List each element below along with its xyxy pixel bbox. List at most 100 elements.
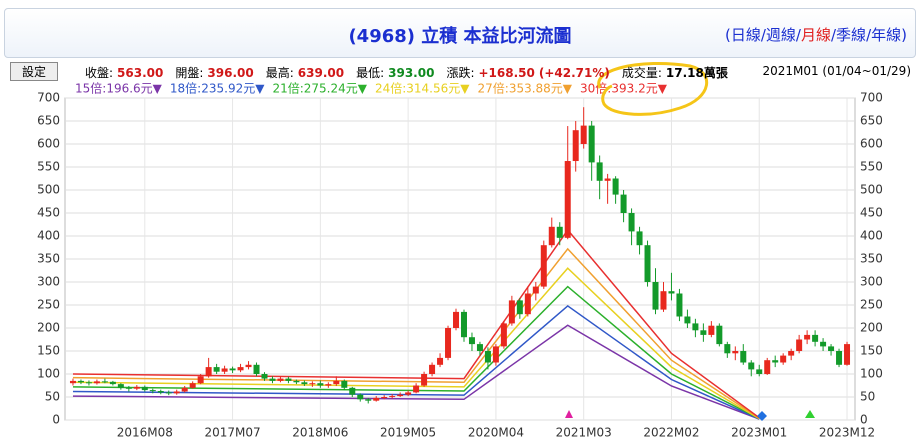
- candle-body: [628, 213, 635, 232]
- candle-body: [437, 357, 444, 365]
- candle-body: [468, 337, 475, 345]
- candle-body: [453, 311, 460, 328]
- legend-entry: 30倍:393.2元▼: [580, 81, 668, 96]
- candle-body: [572, 130, 579, 162]
- period-links: (日線/週線/月線/季線/年線): [725, 24, 907, 45]
- candle-body: [796, 339, 803, 351]
- candle-body: [540, 245, 547, 287]
- y-tick-label: 200: [37, 321, 60, 335]
- candle-body: [261, 374, 268, 379]
- candle-body: [756, 369, 763, 374]
- y-tick-label: 250: [37, 298, 60, 312]
- candle-body: [133, 386, 140, 389]
- candle-body: [189, 383, 196, 388]
- x-tick-label: 2018M06: [292, 426, 348, 440]
- separator: /: [795, 26, 801, 44]
- candle-body: [476, 344, 483, 351]
- candle-body: [101, 381, 108, 383]
- period-link[interactable]: 週線: [765, 26, 796, 44]
- settings-button[interactable]: 設定: [10, 62, 58, 81]
- y-tick-label: 550: [37, 160, 60, 174]
- candle-body: [524, 293, 531, 315]
- candle-body: [780, 355, 787, 363]
- candle-body: [708, 325, 715, 335]
- candle-body: [588, 125, 595, 163]
- candle-body: [445, 328, 452, 358]
- candle-body: [660, 291, 667, 310]
- marker: [757, 411, 767, 421]
- river-line: [72, 247, 760, 419]
- x-tick-label: 2021M03: [556, 426, 612, 440]
- stat-label: 成交量:: [621, 66, 662, 80]
- stat-label: 最低:: [356, 66, 385, 80]
- legend-entry: 27倍:353.88元▼: [478, 81, 573, 96]
- candle-body: [596, 162, 603, 181]
- stat-value: 393.00: [388, 66, 435, 80]
- candle-body: [460, 311, 467, 338]
- candle-body: [293, 380, 300, 383]
- legend-entry: 15倍:196.6元▼: [75, 81, 163, 96]
- y2-tick-label: 500: [860, 183, 883, 197]
- y2-tick-label: 300: [860, 275, 883, 289]
- candle-body: [205, 367, 212, 377]
- candle-body: [828, 346, 835, 351]
- stats: 收盤: 563.00 開盤: 396.00 最高: 639.00 最低: 393.00 漲跌: +…: [73, 64, 728, 81]
- period-link[interactable]: 季線: [836, 26, 867, 44]
- y-tick-label: 0: [52, 413, 60, 427]
- river-line: [72, 267, 760, 420]
- separator: /: [866, 26, 872, 44]
- candle-body: [77, 380, 84, 383]
- candle-body: [157, 391, 164, 393]
- separator: /: [760, 26, 766, 44]
- y2-tick-label: 350: [860, 252, 883, 266]
- candle-body: [365, 399, 372, 401]
- candle-body: [484, 351, 491, 363]
- candle-body: [812, 334, 819, 342]
- candle-body: [564, 161, 571, 238]
- candle-body: [532, 286, 539, 294]
- stat-value: 396.00: [207, 66, 254, 80]
- candle-body: [516, 300, 523, 315]
- period-link[interactable]: 日線: [730, 26, 761, 44]
- candle-body: [237, 367, 244, 371]
- period-link[interactable]: 年線: [871, 26, 902, 44]
- stat-label: 收盤:: [85, 66, 114, 80]
- bracket: (: [724, 26, 731, 44]
- stat-value: 563.00: [117, 66, 164, 80]
- candle-body: [508, 300, 515, 324]
- y-tick-label: 400: [37, 229, 60, 243]
- y2-tick-label: 600: [860, 137, 883, 151]
- candle-body: [692, 323, 699, 331]
- candle-body: [317, 383, 324, 386]
- candle-body: [213, 367, 220, 372]
- period-link[interactable]: 月線: [800, 26, 831, 44]
- stat-value: (+42.71%): [538, 66, 610, 80]
- candle-body: [405, 392, 412, 395]
- candle-body: [676, 293, 683, 317]
- river-line: [72, 324, 760, 420]
- highlight-annotation: [597, 62, 708, 116]
- candle-body: [253, 364, 260, 374]
- candle-body: [421, 374, 428, 386]
- candle-body: [732, 351, 739, 354]
- y2-tick-label: 150: [860, 344, 883, 358]
- candle-body: [149, 390, 156, 392]
- y2-tick-label: 650: [860, 114, 883, 128]
- stat-label: 漲跌:: [446, 66, 475, 80]
- candle-body: [652, 282, 659, 310]
- x-tick-label: 2016M08: [117, 426, 173, 440]
- date-range: 2021M01 (01/04~01/29): [762, 64, 911, 78]
- candle-body: [716, 325, 723, 345]
- candle-body: [700, 330, 707, 335]
- candle-body: [636, 231, 643, 246]
- candle-body: [844, 344, 851, 365]
- y2-tick-label: 50: [860, 390, 875, 404]
- y-tick-label: 600: [37, 137, 60, 151]
- candle-body: [85, 382, 92, 384]
- candle-body: [740, 351, 747, 363]
- title: (4968) 立積 本益比河流圖: [348, 26, 572, 47]
- candle-body: [580, 125, 587, 144]
- candle-body: [612, 178, 619, 195]
